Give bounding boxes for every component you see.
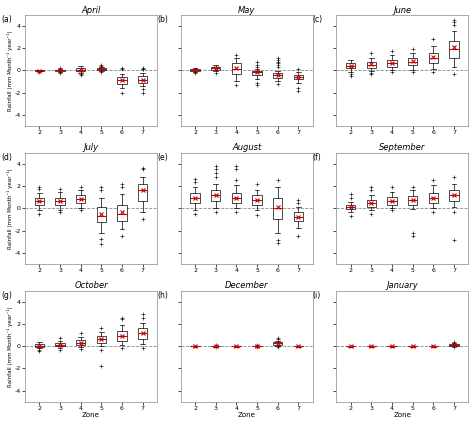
PathPatch shape (408, 196, 418, 205)
PathPatch shape (138, 329, 147, 339)
PathPatch shape (367, 62, 376, 67)
PathPatch shape (387, 197, 397, 205)
PathPatch shape (76, 68, 85, 71)
PathPatch shape (346, 205, 356, 209)
PathPatch shape (273, 73, 283, 78)
Text: (c): (c) (312, 15, 323, 24)
PathPatch shape (35, 344, 44, 347)
PathPatch shape (252, 195, 262, 205)
Y-axis label: Rainfall (mm Month⁻¹ year⁻¹): Rainfall (mm Month⁻¹ year⁻¹) (7, 168, 12, 248)
PathPatch shape (294, 75, 303, 79)
PathPatch shape (55, 343, 65, 346)
PathPatch shape (232, 192, 241, 203)
Title: October: October (74, 282, 108, 290)
PathPatch shape (252, 71, 262, 75)
PathPatch shape (97, 336, 106, 343)
PathPatch shape (449, 190, 459, 201)
PathPatch shape (76, 195, 85, 203)
PathPatch shape (191, 192, 200, 203)
PathPatch shape (408, 58, 418, 65)
PathPatch shape (232, 63, 241, 74)
PathPatch shape (294, 212, 303, 221)
Y-axis label: Rainfall (mm Month⁻¹ year⁻¹): Rainfall (mm Month⁻¹ year⁻¹) (7, 30, 12, 111)
PathPatch shape (367, 200, 376, 207)
Text: (a): (a) (1, 15, 12, 24)
PathPatch shape (97, 207, 106, 222)
Title: September: September (379, 143, 426, 153)
X-axis label: Zone: Zone (393, 413, 411, 418)
Text: (f): (f) (312, 153, 321, 162)
Title: August: August (232, 143, 261, 153)
PathPatch shape (211, 67, 220, 70)
X-axis label: Zone: Zone (82, 413, 100, 418)
Title: April: April (82, 6, 101, 14)
Title: January: January (386, 282, 418, 290)
PathPatch shape (211, 190, 220, 201)
PathPatch shape (55, 70, 65, 71)
X-axis label: Zone: Zone (238, 413, 255, 418)
PathPatch shape (35, 198, 44, 205)
Title: June: June (393, 6, 411, 14)
PathPatch shape (387, 60, 397, 67)
PathPatch shape (76, 340, 85, 345)
PathPatch shape (118, 205, 127, 221)
Text: (g): (g) (1, 290, 12, 299)
Y-axis label: Rainfall (mm Month⁻¹ year⁻¹): Rainfall (mm Month⁻¹ year⁻¹) (7, 306, 12, 387)
Title: December: December (225, 282, 268, 290)
Title: May: May (238, 6, 255, 14)
Text: (b): (b) (157, 15, 168, 24)
PathPatch shape (428, 192, 438, 203)
PathPatch shape (191, 69, 200, 71)
PathPatch shape (273, 198, 283, 219)
Text: (e): (e) (157, 153, 167, 162)
PathPatch shape (428, 53, 438, 64)
PathPatch shape (449, 344, 459, 346)
PathPatch shape (35, 70, 44, 71)
PathPatch shape (138, 184, 147, 201)
PathPatch shape (346, 63, 356, 68)
Text: (i): (i) (312, 290, 321, 299)
PathPatch shape (118, 331, 127, 340)
PathPatch shape (118, 77, 127, 84)
PathPatch shape (55, 198, 65, 205)
PathPatch shape (449, 41, 459, 58)
Text: (h): (h) (157, 290, 168, 299)
Text: (d): (d) (1, 153, 12, 162)
Title: July: July (83, 143, 99, 153)
PathPatch shape (138, 76, 147, 83)
PathPatch shape (273, 342, 283, 345)
PathPatch shape (97, 68, 106, 70)
